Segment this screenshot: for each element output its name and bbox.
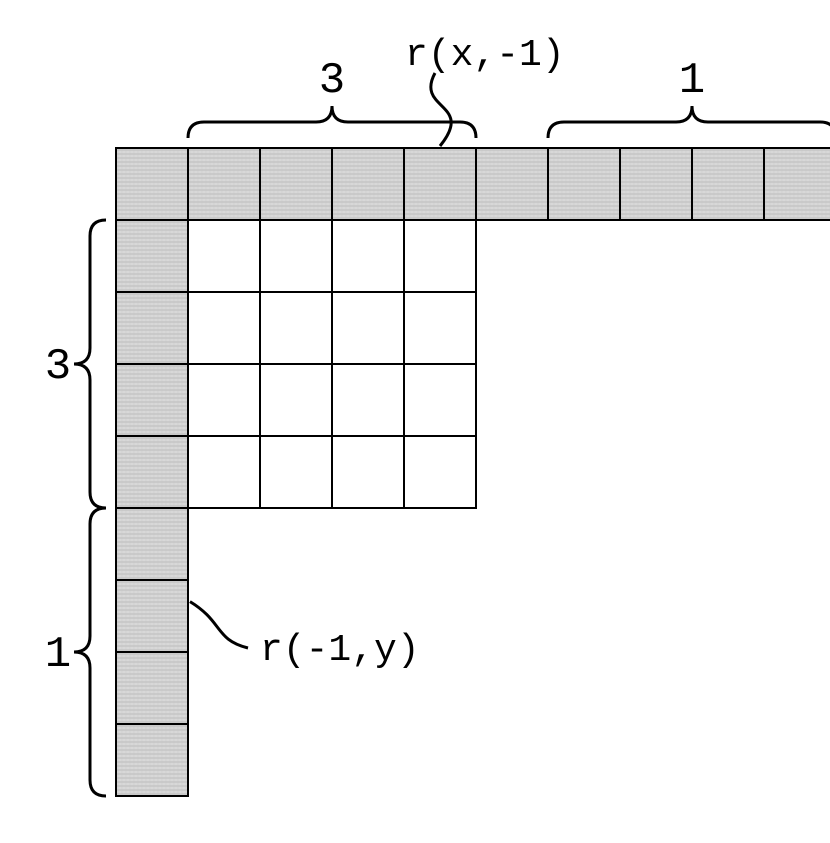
- inner-cell: [188, 436, 260, 508]
- left-brace-1: [74, 508, 106, 796]
- top-brace-label-1: 1: [679, 56, 705, 106]
- ref-left-cell: [116, 508, 188, 580]
- inner-cell: [404, 292, 476, 364]
- inner-cell: [332, 436, 404, 508]
- ref-left-cell: [116, 652, 188, 724]
- inner-cell: [260, 364, 332, 436]
- ref-left-cell: [116, 580, 188, 652]
- inner-cell: [188, 292, 260, 364]
- pointer-left: [190, 602, 248, 648]
- ref-top-cell: [476, 148, 548, 220]
- ref-left-cell: [116, 364, 188, 436]
- ref-left-cell: [116, 292, 188, 364]
- top-brace-0: [188, 106, 476, 138]
- label-r-minus1-y: r(-1,y): [260, 629, 420, 672]
- inner-cell: [404, 220, 476, 292]
- inner-cell: [332, 364, 404, 436]
- ref-top-cell: [404, 148, 476, 220]
- prediction-diagram: 3 1 3 1 r(x,-1) r(-1,y): [0, 0, 830, 843]
- top-brace-1: [548, 106, 830, 138]
- inner-cell: [188, 220, 260, 292]
- inner-cell: [260, 292, 332, 364]
- left-brace-label-0: 3: [45, 342, 71, 392]
- ref-top-cell: [764, 148, 830, 220]
- inner-cell: [332, 292, 404, 364]
- ref-top-cell: [332, 148, 404, 220]
- ref-top-cell: [116, 148, 188, 220]
- inner-cell: [260, 220, 332, 292]
- label-r-x-minus1: r(x,-1): [405, 34, 565, 77]
- ref-top-cell: [260, 148, 332, 220]
- ref-top-cell: [188, 148, 260, 220]
- top-brace-label-0: 3: [319, 56, 345, 106]
- ref-left-cell: [116, 220, 188, 292]
- ref-top-cell: [620, 148, 692, 220]
- inner-cell: [404, 364, 476, 436]
- inner-cell: [260, 436, 332, 508]
- ref-top-cell: [692, 148, 764, 220]
- ref-top-cell: [548, 148, 620, 220]
- ref-left-cell: [116, 436, 188, 508]
- ref-left-cell: [116, 724, 188, 796]
- left-brace-label-1: 1: [45, 630, 71, 680]
- inner-cell: [188, 364, 260, 436]
- inner-cell: [332, 220, 404, 292]
- pointer-top: [431, 73, 451, 146]
- inner-cell: [404, 436, 476, 508]
- left-brace-0: [74, 220, 106, 508]
